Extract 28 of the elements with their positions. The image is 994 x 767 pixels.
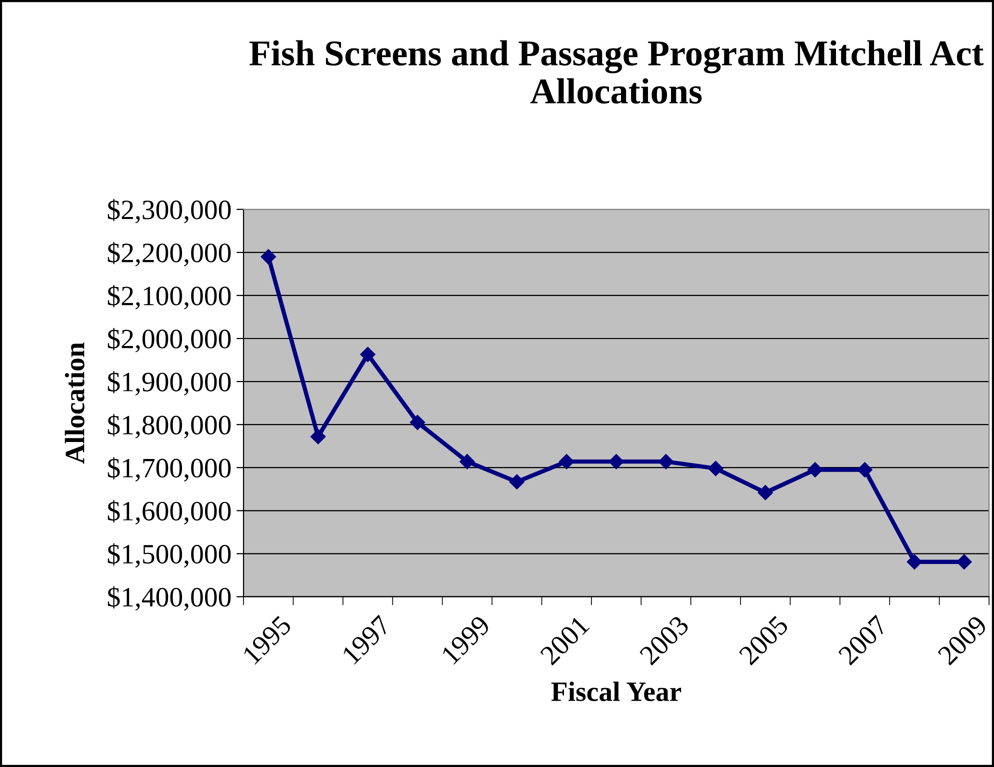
- point: [410, 414, 426, 430]
- point: [608, 454, 624, 470]
- point: [260, 249, 276, 264]
- y-tick-label: $1,700,000: [108, 457, 231, 482]
- point: [857, 462, 872, 478]
- point: [758, 485, 773, 500]
- point: [906, 554, 922, 570]
- point: [460, 454, 475, 470]
- x-axis-title: Fiscal Year: [551, 682, 682, 702]
- point: [559, 454, 574, 470]
- y-tick-label: $1,400,000: [108, 586, 231, 611]
- y-tick-label: $1,500,000: [108, 543, 231, 568]
- chart-title: Fish Screens and Passage Program Mitchell Act Allocations: [249, 40, 984, 104]
- point: [956, 554, 972, 570]
- point: [708, 460, 724, 476]
- y-tick-label: $1,600,000: [108, 500, 231, 525]
- y-tick-label: $2,100,000: [108, 284, 231, 310]
- y-tick-label: $1,900,000: [108, 371, 231, 396]
- point: [310, 429, 326, 444]
- y-tick-label: $2,000,000: [108, 328, 231, 352]
- y-axis-title: Allocation: [64, 342, 84, 464]
- point: [360, 346, 376, 362]
- point: [509, 474, 524, 490]
- point: [658, 454, 674, 470]
- point: [808, 462, 823, 478]
- y-tick-label: $1,800,000: [108, 414, 231, 438]
- y-tick-label: $2,300,000: [108, 198, 231, 224]
- y-tick-label: $2,200,000: [108, 242, 231, 266]
